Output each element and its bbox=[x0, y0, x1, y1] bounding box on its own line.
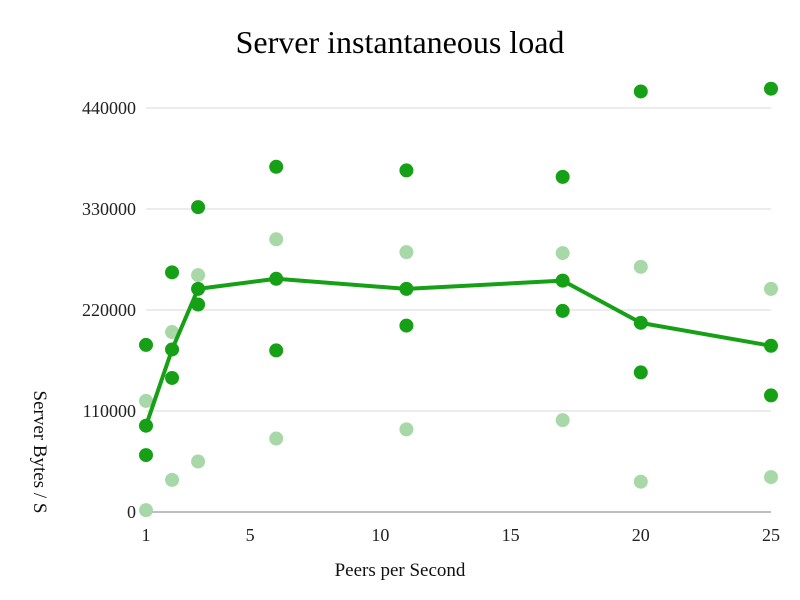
dark-point bbox=[633, 84, 648, 99]
dark-point bbox=[165, 265, 180, 280]
light-points bbox=[139, 232, 778, 518]
line-point bbox=[165, 342, 180, 357]
dark-point bbox=[269, 159, 284, 174]
line-point bbox=[399, 281, 414, 296]
x-tick-label: 10 bbox=[371, 525, 389, 545]
dark-point bbox=[555, 169, 570, 184]
light-point bbox=[764, 281, 778, 296]
light-point bbox=[191, 454, 206, 469]
y-tick-label: 220000 bbox=[82, 300, 136, 320]
light-point bbox=[269, 232, 284, 247]
y-tick-label: 330000 bbox=[82, 199, 136, 219]
light-point bbox=[399, 245, 414, 260]
light-point bbox=[191, 268, 206, 283]
x-tick-labels: 1 5 10 15 20 25 bbox=[142, 525, 781, 545]
dark-point bbox=[191, 297, 206, 312]
line-point bbox=[191, 281, 206, 296]
dark-point bbox=[269, 343, 284, 358]
dark-point bbox=[633, 365, 648, 380]
dark-points bbox=[139, 81, 778, 463]
grid-layer bbox=[146, 107, 771, 513]
x-axis-label: Peers per Second bbox=[335, 560, 466, 581]
light-point bbox=[633, 474, 648, 489]
dark-point bbox=[165, 370, 180, 385]
chart-title: Server instantaneous load bbox=[236, 24, 565, 60]
dark-point bbox=[555, 303, 570, 318]
light-point bbox=[555, 413, 570, 428]
light-point bbox=[764, 470, 778, 485]
dark-point bbox=[139, 448, 153, 463]
line-point bbox=[269, 271, 284, 286]
light-point bbox=[139, 503, 153, 518]
light-point bbox=[139, 393, 153, 408]
y-tick-label: 440000 bbox=[82, 98, 136, 118]
line-point bbox=[764, 338, 778, 353]
line-point bbox=[633, 315, 648, 330]
x-tick-label: 1 bbox=[142, 525, 151, 545]
x-tick-label: 15 bbox=[502, 525, 520, 545]
y-axis-label: Server Bytes / S bbox=[29, 391, 50, 514]
y-tick-label: 110000 bbox=[83, 401, 136, 421]
dark-point bbox=[764, 81, 778, 96]
light-point bbox=[165, 472, 180, 487]
dark-point bbox=[139, 337, 153, 352]
x-tick-label: 20 bbox=[632, 525, 650, 545]
line-series bbox=[139, 271, 778, 433]
dark-point bbox=[764, 388, 778, 403]
x-tick-label: 5 bbox=[246, 525, 255, 545]
dark-point bbox=[399, 163, 414, 178]
dark-point bbox=[191, 200, 206, 215]
light-point bbox=[269, 431, 284, 446]
light-point bbox=[555, 246, 570, 261]
y-tick-label: 0 bbox=[127, 502, 136, 522]
light-point bbox=[399, 422, 414, 437]
dark-point bbox=[399, 318, 414, 333]
line-point bbox=[139, 418, 153, 433]
light-point bbox=[165, 325, 180, 340]
x-tick-label: 25 bbox=[762, 525, 780, 545]
line-point bbox=[555, 273, 570, 288]
y-tick-labels: 0 110000 220000 330000 440000 bbox=[82, 98, 136, 522]
series-line bbox=[144, 276, 773, 428]
light-point bbox=[633, 259, 648, 274]
